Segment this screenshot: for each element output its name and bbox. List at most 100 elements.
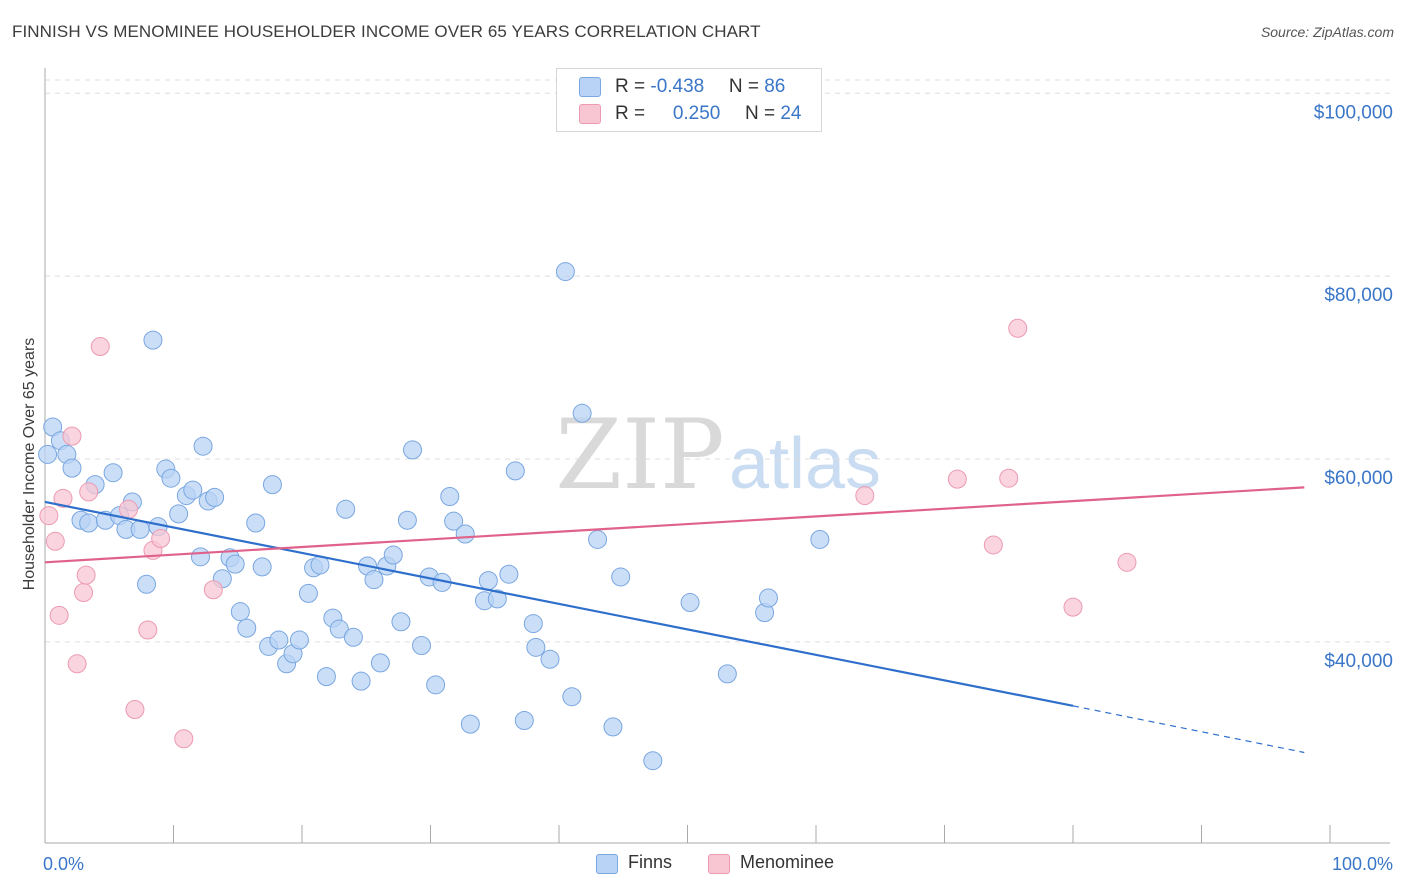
finns-point-76 — [588, 529, 608, 549]
menominee-point-6 — [74, 582, 94, 602]
finns-point-77 — [603, 717, 623, 737]
y-tick-label-2: $80,000 — [1324, 285, 1393, 306]
finns-legend-swatch — [596, 854, 618, 874]
menominee-point-0 — [39, 506, 59, 526]
menominee-point-5 — [67, 654, 87, 674]
finns-n-value: 86 — [764, 76, 786, 97]
source-label: Source: ZipAtlas.com — [1260, 24, 1394, 40]
menominee-point-2 — [49, 605, 69, 625]
x-tick-label-left: 0.0% — [43, 854, 84, 874]
finns-point-29 — [230, 602, 250, 622]
finns-point-56 — [412, 636, 432, 656]
menominee-point-10 — [119, 499, 139, 519]
finns-point-39 — [298, 583, 318, 603]
x-tick-label-right: 100.0% — [1332, 854, 1393, 874]
finns-point-15 — [143, 330, 163, 350]
correlation-legend: R = -0.438 N = 86 R = 0.250 N = 24 — [556, 68, 822, 132]
menominee-swatch — [579, 104, 601, 124]
menominee-point-7 — [76, 565, 96, 585]
finns-point-31 — [246, 513, 266, 533]
finns-point-46 — [343, 627, 363, 647]
menominee-n-value: 24 — [780, 103, 802, 124]
finns-legend-label: Finns — [628, 852, 673, 872]
menominee-point-17 — [855, 486, 875, 506]
finns-point-38 — [289, 630, 309, 650]
menominee-point-19 — [983, 535, 1003, 555]
finns-point-6 — [79, 513, 99, 533]
finns-point-54 — [397, 510, 417, 530]
finns-point-42 — [316, 667, 336, 687]
finns-point-19 — [169, 504, 189, 524]
finns-point-78 — [611, 567, 631, 587]
menominee-point-16 — [203, 580, 223, 600]
finns-point-68 — [505, 461, 525, 481]
finns-point-49 — [364, 570, 384, 590]
finns-point-53 — [391, 612, 411, 632]
finns-point-61 — [444, 511, 464, 531]
finns-point-45 — [336, 499, 356, 519]
finns-point-60 — [440, 486, 460, 506]
finns-point-58 — [426, 675, 446, 695]
finns-point-55 — [403, 440, 423, 460]
menominee-point-23 — [1117, 552, 1137, 572]
finns-point-75 — [572, 403, 592, 423]
finns-point-22 — [190, 547, 210, 567]
menominee-point-20 — [999, 468, 1019, 488]
finns-swatch — [579, 77, 601, 97]
finns-point-72 — [540, 649, 560, 669]
finns-point-73 — [555, 262, 575, 282]
menominee-point-18 — [947, 469, 967, 489]
finns-point-47 — [351, 671, 371, 691]
finns-point-62 — [455, 524, 475, 544]
finns-trend-line — [44, 500, 1074, 707]
y-tick-label-1: $60,000 — [1324, 468, 1393, 489]
menominee-point-9 — [90, 337, 110, 357]
menominee-point-11 — [125, 700, 145, 720]
finns-point-34 — [262, 475, 282, 495]
menominee-trend-line — [44, 486, 1305, 564]
finns-trend-extension — [1072, 705, 1305, 754]
finns-point-35 — [269, 630, 289, 650]
y-tick-label-0: $40,000 — [1324, 651, 1393, 672]
finns-point-67 — [499, 564, 519, 584]
finns-point-79 — [643, 751, 663, 771]
menominee-r-label: R = — [615, 103, 651, 124]
menominee-point-22 — [1063, 597, 1083, 617]
watermark-atlas: atlas — [729, 424, 881, 504]
finns-point-70 — [523, 614, 543, 634]
menominee-point-1 — [45, 531, 65, 551]
menominee-point-8 — [79, 482, 99, 502]
finns-point-23 — [193, 436, 213, 456]
finns-point-66 — [487, 589, 507, 609]
finns-point-44 — [329, 619, 349, 639]
finns-point-0 — [38, 444, 58, 464]
finns-n-label: N = — [728, 76, 765, 97]
menominee-point-21 — [1008, 318, 1028, 338]
finns-point-63 — [460, 714, 480, 734]
finns-point-84 — [810, 529, 830, 549]
finns-point-4 — [62, 458, 82, 478]
finns-point-18 — [161, 468, 181, 488]
chart-title: FINNISH VS MENOMINEE HOUSEHOLDER INCOME … — [12, 22, 761, 41]
menominee-point-4 — [62, 426, 82, 446]
finns-point-81 — [717, 664, 737, 684]
finns-point-71 — [526, 637, 546, 657]
finns-point-65 — [478, 571, 498, 591]
finns-point-30 — [237, 618, 257, 638]
menominee-point-3 — [53, 488, 73, 508]
finns-point-14 — [137, 574, 157, 594]
menominee-point-12 — [138, 620, 158, 640]
menominee-legend-label: Menominee — [740, 852, 835, 872]
finns-point-32 — [252, 557, 272, 577]
finns-point-9 — [103, 463, 123, 483]
finns-point-28 — [225, 554, 245, 574]
menominee-r-value: 0.250 — [672, 103, 721, 124]
menominee-point-14 — [151, 529, 171, 549]
finns-point-52 — [383, 545, 403, 565]
finns-point-50 — [370, 653, 390, 673]
finns-point-25 — [205, 487, 225, 507]
y-tick-label-3: $100,000 — [1314, 102, 1393, 123]
finns-r-label: R = — [615, 76, 651, 97]
finns-r-value: -0.438 — [650, 76, 705, 97]
